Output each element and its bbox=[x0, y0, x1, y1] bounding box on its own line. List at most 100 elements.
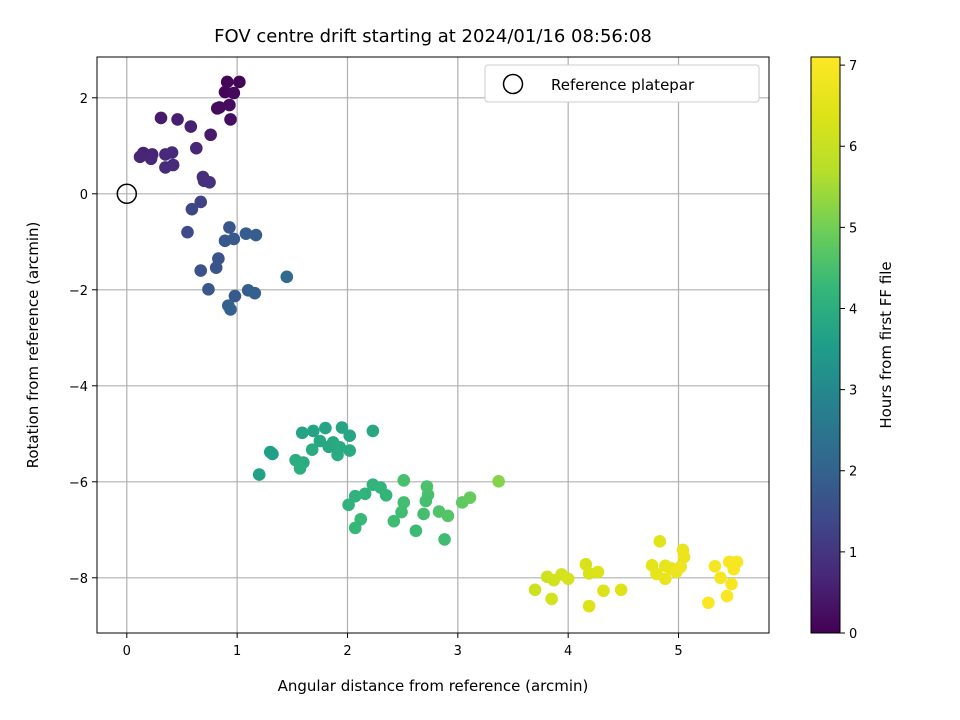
scatter-point bbox=[223, 98, 236, 112]
scatter-point bbox=[591, 565, 605, 579]
scatter-point bbox=[725, 577, 738, 591]
x-tick-label: 3 bbox=[454, 644, 462, 659]
colorbar-tick-label: 6 bbox=[849, 140, 857, 155]
scatter-point bbox=[305, 443, 319, 456]
colorbar-tick-label: 3 bbox=[849, 384, 857, 399]
scatter-point bbox=[210, 102, 224, 115]
scatter-point bbox=[203, 175, 216, 189]
legend: Reference platepar bbox=[484, 64, 760, 103]
scatter-point bbox=[348, 521, 362, 535]
colorbar: 0 1 2 3 4 5 6 7 Hours from first FF file bbox=[810, 56, 895, 642]
scatter-point bbox=[395, 505, 408, 519]
colorbar-tick-label: 1 bbox=[849, 546, 857, 561]
scatter-point bbox=[409, 524, 423, 538]
scatter-point bbox=[181, 225, 194, 239]
scatter-point bbox=[248, 286, 262, 300]
scatter-point bbox=[614, 583, 628, 597]
x-axis-ticks: 0 1 2 3 4 5 bbox=[123, 633, 683, 659]
y-tick-label: −8 bbox=[69, 572, 88, 587]
scatter-point bbox=[227, 86, 241, 100]
scatter-point bbox=[239, 227, 253, 240]
x-tick-label: 2 bbox=[343, 644, 351, 659]
chart-title: FOV centre drift starting at 2024/01/16 … bbox=[214, 26, 652, 47]
colorbar-gradient bbox=[810, 56, 841, 634]
scatter-point bbox=[366, 424, 380, 438]
scatter-point bbox=[204, 128, 217, 142]
legend-box bbox=[484, 64, 760, 103]
scatter-point bbox=[228, 289, 242, 303]
scatter-point bbox=[677, 550, 691, 564]
scatter-point bbox=[397, 474, 411, 487]
scatter-point bbox=[387, 514, 401, 528]
scatter-point bbox=[154, 111, 168, 125]
y-tick-label: 0 bbox=[80, 188, 88, 203]
x-tick-label: 0 bbox=[123, 644, 131, 659]
scatter-point bbox=[220, 75, 234, 89]
scatter-point bbox=[492, 475, 505, 488]
scatter-point bbox=[280, 270, 294, 284]
legend-label: Reference platepar bbox=[551, 76, 695, 94]
colorbar-label: Hours from first FF file bbox=[877, 261, 895, 428]
scatter-point bbox=[582, 599, 596, 613]
scatter-point bbox=[358, 487, 372, 501]
scatter-point bbox=[184, 120, 198, 133]
scatter-point bbox=[224, 303, 237, 316]
scatter-point bbox=[528, 583, 542, 597]
scatter-point bbox=[658, 572, 672, 586]
scatter-point bbox=[674, 560, 688, 574]
scatter-point bbox=[417, 507, 430, 521]
y-tick-label: −4 bbox=[69, 380, 88, 395]
y-tick-label: −2 bbox=[69, 284, 88, 299]
scatter-point bbox=[266, 447, 279, 461]
scatter-point bbox=[597, 584, 610, 598]
scatter-point bbox=[319, 421, 332, 435]
scatter-point bbox=[171, 113, 184, 126]
scatter-point bbox=[335, 421, 349, 434]
scatter-point bbox=[708, 559, 722, 573]
scatter-point bbox=[561, 572, 575, 586]
scatter-point bbox=[438, 533, 451, 546]
scatter-point bbox=[194, 195, 208, 209]
scatter-point bbox=[165, 146, 179, 159]
scatter-point bbox=[185, 202, 199, 216]
scatter-point bbox=[348, 489, 362, 503]
scatter-point bbox=[702, 596, 715, 610]
scatter-point bbox=[190, 141, 203, 155]
scatter-point bbox=[224, 113, 237, 126]
y-axis-label: Rotation from reference (arcmin) bbox=[24, 222, 42, 469]
scatter-point bbox=[419, 494, 433, 508]
x-tick-label: 1 bbox=[233, 644, 241, 659]
scatter-point bbox=[306, 424, 320, 438]
x-tick-label: 5 bbox=[674, 644, 682, 659]
scatter-point bbox=[441, 509, 455, 523]
scatter-point bbox=[233, 75, 246, 89]
scatter-point bbox=[545, 592, 558, 606]
scatter-point bbox=[227, 232, 241, 246]
y-axis-ticks: −8 −6 −4 −2 0 2 bbox=[69, 92, 97, 587]
scatter-point bbox=[343, 429, 356, 443]
scatter-point bbox=[133, 150, 147, 164]
scatter-point bbox=[209, 261, 223, 275]
scatter-point bbox=[727, 562, 740, 576]
scatter-point bbox=[202, 283, 215, 296]
scatter-point bbox=[159, 161, 172, 174]
scatter-point bbox=[144, 152, 158, 166]
scatter-point bbox=[714, 571, 727, 585]
reference-marker bbox=[116, 183, 138, 205]
scatter-point bbox=[331, 448, 344, 462]
scatter-point bbox=[342, 498, 355, 512]
colorbar-tick-label: 4 bbox=[849, 302, 857, 317]
y-tick-label: −6 bbox=[69, 476, 88, 491]
x-tick-label: 4 bbox=[564, 644, 572, 659]
legend-marker bbox=[502, 73, 524, 95]
grid-lines bbox=[97, 57, 769, 633]
colorbar-tick-label: 0 bbox=[849, 627, 857, 642]
scatter-point bbox=[397, 496, 411, 509]
scatter-point bbox=[720, 589, 734, 603]
scatter-point bbox=[194, 264, 208, 277]
scatter-point bbox=[223, 221, 236, 234]
scatter-point bbox=[293, 462, 307, 475]
data-points bbox=[133, 75, 744, 613]
scatter-point bbox=[463, 491, 477, 504]
